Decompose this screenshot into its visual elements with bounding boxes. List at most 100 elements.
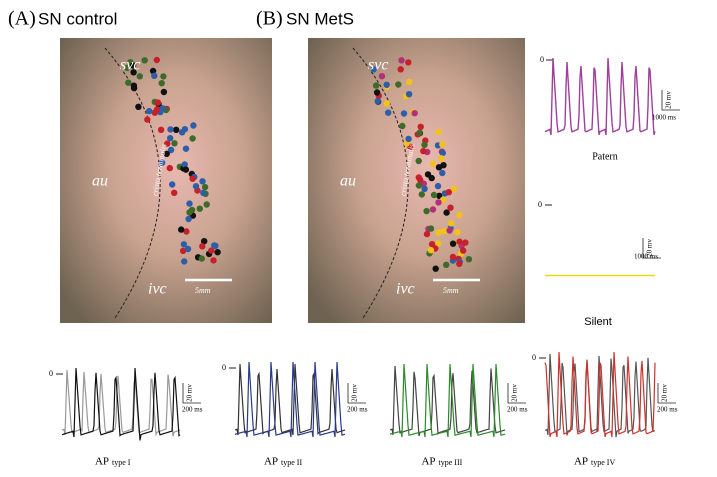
electrode-dot xyxy=(158,80,165,87)
electrode-dot xyxy=(210,257,217,264)
electrode-dot xyxy=(428,174,435,182)
electrode-dot xyxy=(420,147,427,155)
electrode-dot xyxy=(383,100,390,107)
electrode-dot xyxy=(456,260,463,267)
t-scale-label: 200 ms xyxy=(182,406,203,414)
t-scale-label: 1000 ms xyxy=(634,253,658,261)
electrode-dot xyxy=(160,73,167,80)
electrode-dot xyxy=(451,185,458,192)
electrode-dot xyxy=(430,191,438,199)
electrode-dot xyxy=(189,135,196,142)
electrode-dot xyxy=(449,253,457,261)
v-scale-bar xyxy=(657,383,676,404)
electrode-dot xyxy=(129,62,137,69)
electrode-dot xyxy=(447,220,455,227)
trace xyxy=(234,361,346,438)
electrode-dot xyxy=(454,229,461,236)
electrode-dot xyxy=(395,81,402,88)
electrode-dot xyxy=(190,122,197,129)
electrode-dot xyxy=(465,256,473,263)
electrode-dot xyxy=(130,69,137,76)
electrode-dot xyxy=(173,126,180,133)
electrode-dot xyxy=(418,191,425,198)
v-scale-label: 20 mv xyxy=(511,384,519,402)
trace xyxy=(544,57,656,136)
electrode-dot xyxy=(439,169,446,177)
panel-title: SN control xyxy=(38,9,117,28)
electrode-dot xyxy=(435,164,443,171)
electrode-dot xyxy=(429,160,437,168)
electrode-dot xyxy=(398,57,405,64)
electrode-dot xyxy=(423,230,431,238)
electrode-dot xyxy=(182,166,190,173)
electrode-dot xyxy=(415,182,423,189)
electrode-dot xyxy=(446,227,453,234)
photo xyxy=(308,38,525,323)
electrode-dot xyxy=(405,91,413,98)
ap-type: type III xyxy=(439,458,463,467)
zero-label: 0 xyxy=(540,55,544,64)
panel-label: (B) xyxy=(256,8,283,30)
electrode-dot xyxy=(200,189,207,196)
electrode-dot xyxy=(456,211,463,219)
electrode-dot xyxy=(180,241,188,248)
v-scale-label: 20 mv xyxy=(665,91,673,109)
electrode-dot xyxy=(214,249,221,256)
ap-label: AP xyxy=(264,456,278,468)
electrode-dot xyxy=(416,129,423,137)
t-scale-label: 1000 ms xyxy=(652,114,676,122)
electrode-dot xyxy=(141,57,148,64)
electrode-dot xyxy=(443,261,450,268)
electrode-dot xyxy=(154,99,162,106)
ap-type: type I xyxy=(112,458,131,467)
electrode-dot xyxy=(429,206,437,213)
electrode-dot xyxy=(158,159,166,166)
trace xyxy=(61,367,181,441)
electrode-dot xyxy=(417,176,424,184)
electrode-dot xyxy=(181,258,188,265)
electrode-dot xyxy=(157,126,165,133)
electrode-dot xyxy=(435,199,442,206)
electrode-dot xyxy=(378,73,386,80)
electrode-dot xyxy=(183,228,190,235)
ap-type: type IV xyxy=(591,458,615,467)
trace xyxy=(544,351,656,438)
electrode-dot xyxy=(178,129,186,136)
electrode-dot xyxy=(439,149,446,157)
electrode-dot xyxy=(125,79,132,86)
electrode-dot xyxy=(149,67,157,75)
ap-type: type II xyxy=(281,458,302,467)
electrode-dot xyxy=(186,200,193,207)
electrode-dot xyxy=(427,247,435,254)
electrode-dot xyxy=(167,146,175,154)
electrode-dot xyxy=(440,228,447,235)
electrode-dot xyxy=(383,81,390,89)
electrode-dot xyxy=(370,66,377,73)
electrode-dot xyxy=(456,238,463,245)
crista-line xyxy=(104,47,161,319)
v-scale-bar xyxy=(182,383,201,404)
svc-label: svc xyxy=(368,57,388,74)
electrode-dot xyxy=(211,242,218,249)
panel-title: SN MetS xyxy=(286,9,354,28)
electrode-dot xyxy=(397,66,404,73)
ap-label: AP xyxy=(95,456,109,468)
electrode-dot xyxy=(423,207,430,215)
electrode-dot xyxy=(443,209,450,216)
electrode-dot xyxy=(135,103,142,111)
electrode-dot xyxy=(164,140,171,147)
electrode-dot xyxy=(192,183,200,190)
ap-label: AP xyxy=(421,456,435,468)
electrode-dot xyxy=(405,59,412,66)
t-scale-label: 200 ms xyxy=(657,406,678,414)
electrode-dot xyxy=(167,126,174,133)
electrode-dot xyxy=(151,72,158,80)
v-scale-bar xyxy=(642,238,661,259)
zero-label: 0 xyxy=(222,363,226,372)
electrode-dot xyxy=(130,82,138,89)
electrode-dot xyxy=(415,157,422,165)
electrode-dot xyxy=(372,82,380,89)
electrode-dot xyxy=(449,240,457,247)
electrode-dot xyxy=(373,89,381,96)
electrode-dot xyxy=(171,189,178,196)
